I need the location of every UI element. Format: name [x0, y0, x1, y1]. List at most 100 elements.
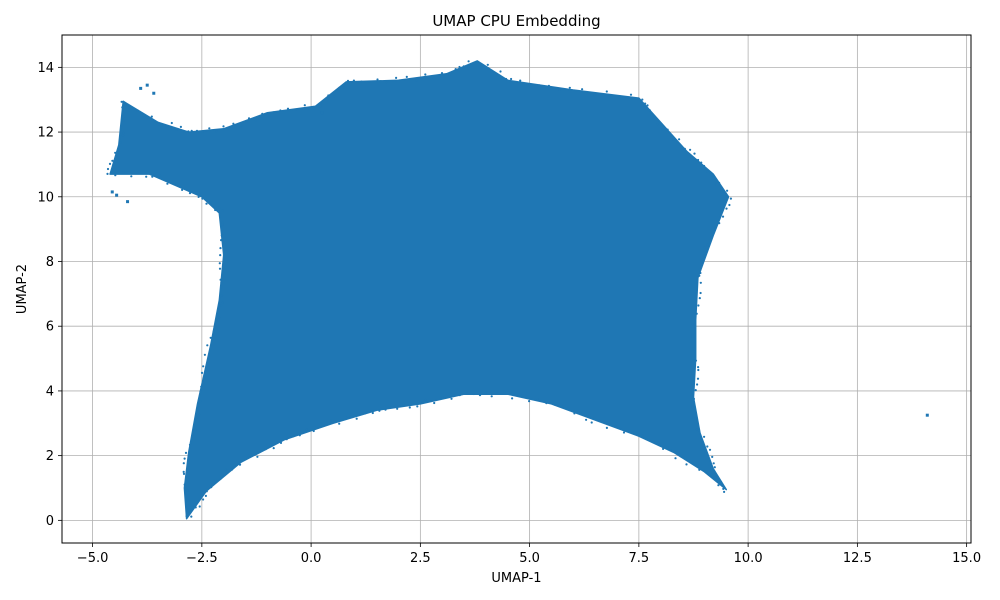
scatter-point: [183, 483, 186, 486]
scatter-point: [145, 83, 149, 87]
x-tick-label: 0.0: [301, 551, 322, 566]
scatter-point: [286, 107, 290, 110]
scatter-point: [697, 368, 700, 372]
x-tick-label: 12.5: [843, 551, 872, 566]
x-tick-label: −2.5: [186, 551, 218, 566]
scatter-point: [466, 392, 469, 395]
scatter-point: [486, 63, 489, 66]
scatter-point: [119, 141, 122, 144]
scatter-point: [202, 365, 205, 368]
scatter-point: [408, 406, 411, 409]
scatter-point: [652, 441, 655, 444]
scatter-point: [187, 508, 190, 511]
scatter-point: [185, 515, 188, 518]
scatter-point: [219, 247, 222, 250]
scatter-point: [139, 86, 143, 90]
scatter-point: [346, 415, 350, 418]
scatter-point: [220, 234, 223, 237]
scatter-point: [170, 121, 173, 125]
scatter-point: [221, 223, 224, 226]
scatter-point: [121, 106, 124, 109]
scatter-point: [440, 72, 444, 75]
scatter-point: [650, 113, 654, 117]
scatter-point: [585, 418, 588, 421]
scatter-point: [536, 398, 539, 401]
scatter-point: [713, 476, 717, 479]
scatter-point: [206, 344, 209, 347]
scatter-point: [182, 462, 185, 465]
x-tick-label: −5.0: [77, 551, 109, 566]
scatter-point: [121, 134, 125, 137]
scatter-point: [711, 455, 714, 458]
scatter-point: [462, 65, 465, 68]
scatter-point: [558, 88, 561, 92]
x-tick-label: 7.5: [629, 551, 650, 566]
scatter-point: [674, 457, 677, 460]
scatter-point: [150, 115, 153, 118]
scatter-point: [692, 347, 695, 350]
scatter-point: [214, 208, 217, 212]
scatter-point: [122, 171, 125, 174]
scatter-point: [697, 429, 701, 432]
scatter-point: [703, 164, 706, 168]
y-tick-label: 0: [46, 514, 54, 529]
scatter-point: [346, 79, 350, 82]
scatter-point: [697, 304, 700, 307]
scatter-point: [261, 112, 264, 115]
scatter-point: [683, 147, 686, 150]
scatter-point: [467, 60, 470, 63]
scatter-point: [605, 90, 608, 93]
scatter-point: [694, 359, 698, 362]
scatter-point: [695, 312, 698, 315]
scatter-point: [711, 174, 714, 178]
scatter-point: [205, 490, 208, 493]
scatter-point: [219, 278, 222, 281]
scatter-point: [201, 130, 204, 133]
scatter-point: [698, 297, 701, 300]
scatter-point: [653, 115, 656, 118]
scatter-point: [224, 468, 228, 471]
scatter-point: [661, 128, 664, 131]
scatter-point: [614, 424, 617, 427]
scatter-point: [719, 482, 723, 485]
scatter-point: [368, 80, 371, 83]
scatter-point: [285, 438, 288, 441]
scatter-point: [199, 390, 202, 393]
scatter-point: [210, 486, 213, 489]
scatter-point: [320, 111, 324, 115]
scatter-point: [666, 128, 669, 131]
scatter-point: [605, 426, 609, 429]
scatter-point: [231, 468, 234, 471]
scatter-point: [568, 86, 571, 89]
scatter-point: [573, 412, 576, 415]
scatter-point: [327, 94, 330, 97]
scatter-point: [220, 239, 223, 242]
scatter-point: [111, 159, 114, 162]
scatter-point: [458, 65, 461, 69]
scatter-point: [712, 462, 715, 465]
scatter-point: [519, 393, 522, 396]
y-axis-label: UMAP-2: [15, 264, 30, 314]
scatter-point: [697, 158, 700, 162]
scatter-point: [722, 487, 725, 490]
scatter-point: [700, 161, 703, 164]
scatter-point: [705, 471, 709, 475]
scatter-point: [698, 274, 701, 277]
scatter-point: [415, 79, 418, 82]
scatter-point: [547, 84, 551, 87]
y-tick-label: 6: [46, 320, 54, 335]
scatter-point: [698, 468, 701, 471]
scatter-point: [371, 411, 374, 415]
scatter-point: [678, 138, 681, 141]
y-tick-label: 8: [46, 255, 54, 270]
scatter-point: [220, 281, 223, 284]
scatter-point: [472, 62, 476, 65]
scatter-point: [272, 447, 275, 450]
scatter-point: [114, 174, 117, 177]
scatter-point: [484, 391, 487, 394]
scatter-point: [706, 445, 709, 448]
scatter-point: [472, 392, 475, 396]
scatter-point: [597, 419, 601, 422]
scatter-point: [647, 438, 650, 441]
